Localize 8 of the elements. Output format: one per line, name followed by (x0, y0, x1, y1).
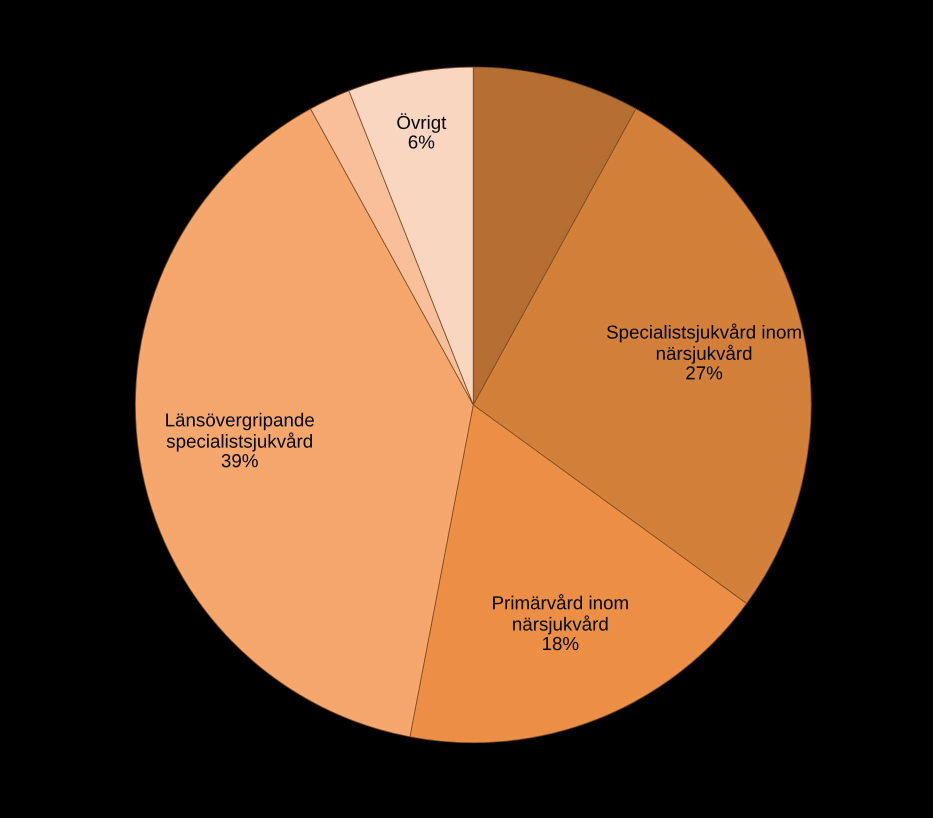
data-label: 18% (542, 636, 578, 650)
data-label: 27% (686, 366, 722, 380)
data-label: 39% (222, 454, 258, 468)
slice-label: Primärvård inom närsjukvård (493, 594, 628, 634)
slice-label: Övrigt (397, 113, 446, 133)
data-label: 6% (408, 135, 434, 149)
slice-label: Länsövergripande specialistsjukvård (166, 412, 314, 452)
slice-label: Specialistsjukvård inom närsjukvård (606, 323, 801, 364)
